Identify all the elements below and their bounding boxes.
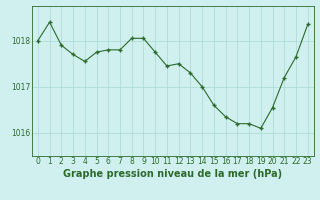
X-axis label: Graphe pression niveau de la mer (hPa): Graphe pression niveau de la mer (hPa) xyxy=(63,169,282,179)
